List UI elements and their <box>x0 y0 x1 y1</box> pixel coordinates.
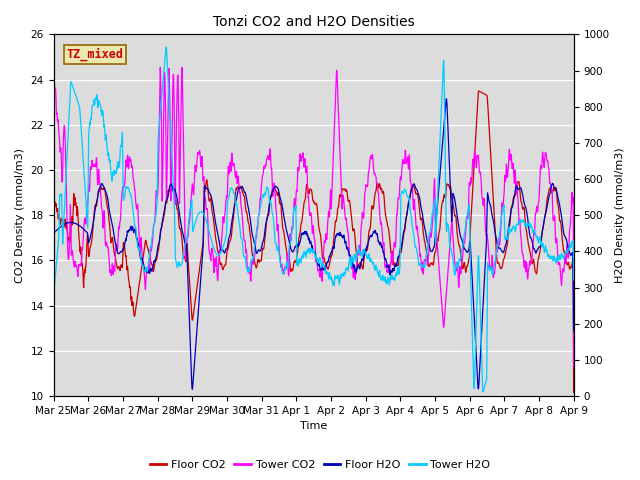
Text: TZ_mixed: TZ_mixed <box>67 48 124 61</box>
Legend: Floor CO2, Tower CO2, Floor H2O, Tower H2O: Floor CO2, Tower CO2, Floor H2O, Tower H… <box>145 456 495 474</box>
Y-axis label: H2O Density (mmol/m3): H2O Density (mmol/m3) <box>615 147 625 283</box>
Title: Tonzi CO2 and H2O Densities: Tonzi CO2 and H2O Densities <box>212 15 415 29</box>
X-axis label: Time: Time <box>300 421 327 432</box>
Y-axis label: CO2 Density (mmol/m3): CO2 Density (mmol/m3) <box>15 148 25 283</box>
